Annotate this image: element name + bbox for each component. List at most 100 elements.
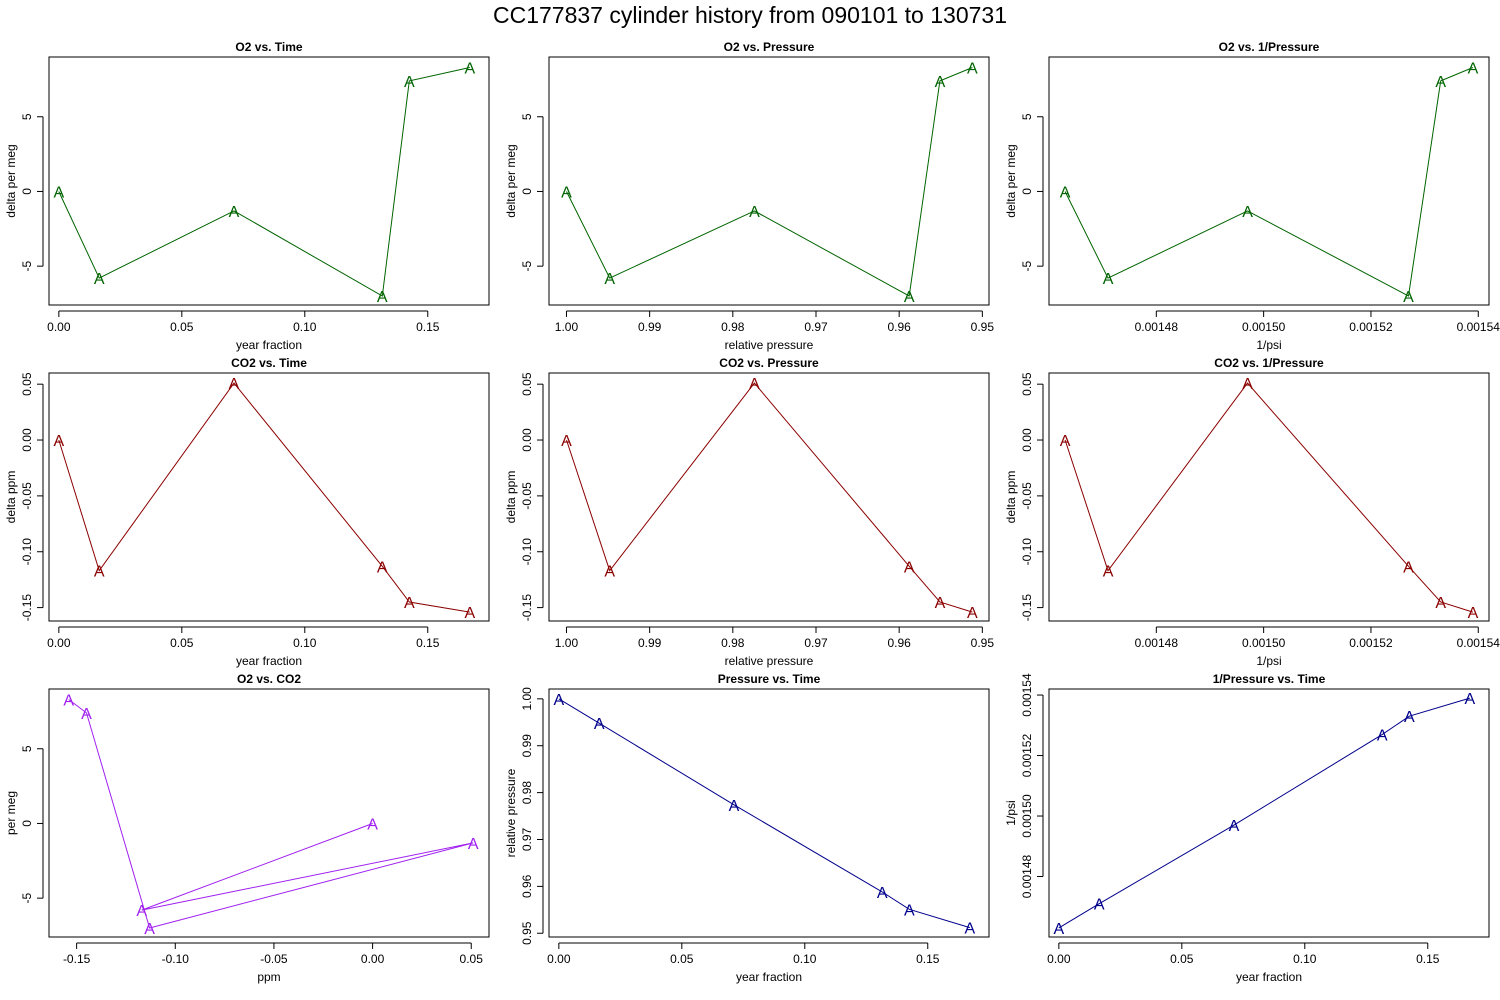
plot-frame (1048, 372, 1490, 622)
x-tick-label: 0.10 (293, 636, 317, 650)
chart-title: 1/Pressure vs. Time (1213, 672, 1326, 686)
x-tick-label: 0.00 (47, 636, 71, 650)
data-point-marker: A (377, 559, 388, 576)
chart-panel: CO2 vs. Pressure 1.00 0.99 0.98 0.97 0.96 0.95… (504, 356, 994, 668)
chart-title: O2 vs. Time (235, 40, 302, 54)
y-tick-label: 0.00 (20, 428, 34, 452)
data-point-marker: A (367, 816, 378, 833)
x-tick-label: 0.05 (170, 320, 194, 334)
y-tick-label: -0.10 (520, 538, 534, 566)
data-point-marker: A (904, 902, 915, 919)
y-tick-label: -0.15 (20, 594, 34, 622)
y-axis-label: delta per meg (1004, 144, 1018, 217)
y-tick-label: 0.95 (520, 921, 534, 945)
y-axis-label: delta ppm (1004, 471, 1018, 524)
data-point-marker: A (904, 559, 915, 576)
y-tick-label: -0.15 (1020, 594, 1034, 622)
plot-frame (548, 56, 990, 306)
data-point-marker: A (1403, 559, 1414, 576)
y-tick-label: 0.00152 (1020, 734, 1034, 778)
x-tick-label: 0.15 (916, 952, 940, 966)
data-point-marker: A (464, 60, 475, 77)
x-tick-label: 0.00154 (1457, 320, 1500, 334)
data-point-marker: A (604, 564, 615, 581)
chart-panel: Pressure vs. Time 0.00 0.05 0.10 0.15 0.95 0.9… (504, 672, 990, 984)
data-point-marker: A (1404, 709, 1415, 726)
x-tick-label: 0.97 (804, 636, 828, 650)
y-tick-label: -0.05 (20, 482, 34, 510)
data-point-marker: A (594, 716, 605, 733)
data-point-marker: A (1242, 204, 1253, 221)
y-axis-label: delta ppm (4, 471, 18, 524)
x-axis-label: year fraction (1236, 970, 1302, 984)
series-line (566, 382, 973, 613)
y-axis-label: delta ppm (504, 471, 518, 524)
x-tick-label: 0.00152 (1349, 636, 1393, 650)
series-line (558, 698, 970, 929)
data-point-marker: A (136, 903, 147, 920)
y-axis-label: delta per meg (504, 144, 518, 217)
chart-title: Pressure vs. Time (718, 672, 821, 686)
plot-frame (48, 56, 490, 306)
data-point-marker: A (464, 605, 475, 622)
data-point-marker: A (54, 433, 65, 450)
x-tick-label: 0.00 (1047, 952, 1071, 966)
data-point-marker: A (904, 289, 915, 306)
data-point-marker: A (1094, 897, 1105, 914)
x-tick-label: 1.00 (555, 320, 579, 334)
y-tick-label: 0.98 (520, 781, 534, 805)
plot-frame (1048, 688, 1490, 938)
chart-title: O2 vs. CO2 (237, 672, 301, 686)
y-tick-label: 0.97 (520, 827, 534, 851)
y-axis-label: relative pressure (504, 768, 518, 857)
data-point-marker: A (94, 271, 105, 288)
y-tick-label: -5 (1020, 260, 1034, 271)
plot-frame (1048, 56, 1490, 306)
data-point-marker: A (561, 184, 572, 201)
series-line (58, 382, 470, 613)
x-tick-label: 0.05 (170, 636, 194, 650)
x-tick-label: 0.00152 (1349, 320, 1393, 334)
x-tick-label: 0.05 (1170, 952, 1194, 966)
data-point-marker: A (229, 376, 240, 393)
x-tick-label: -0.05 (260, 952, 288, 966)
y-tick-label: -0.10 (1020, 538, 1034, 566)
y-tick-label: 0.05 (520, 372, 534, 396)
data-point-marker: A (554, 692, 565, 709)
data-point-marker: A (877, 885, 888, 902)
data-point-marker: A (54, 184, 65, 201)
chart-title: O2 vs. Pressure (724, 40, 815, 54)
y-tick-label: 0.00 (520, 428, 534, 452)
x-tick-label: 0.05 (670, 952, 694, 966)
x-tick-label: 0.10 (1293, 952, 1317, 966)
y-tick-label: 0.99 (520, 734, 534, 758)
data-point-marker: A (63, 692, 74, 709)
y-tick-label: -5 (520, 260, 534, 271)
x-axis-label: year fraction (236, 338, 302, 352)
x-tick-label: 0.00 (547, 952, 571, 966)
y-tick-label: 0 (1020, 188, 1034, 195)
x-axis-label: 1/psi (1256, 654, 1281, 668)
chart-panel: CO2 vs. 1/Pressure 0.00148 0.00150 0.00152 0… (1004, 356, 1500, 668)
y-tick-label: 0.00150 (1020, 794, 1034, 838)
series-line (58, 67, 470, 297)
y-axis-label: per meg (4, 791, 18, 835)
x-tick-label: 0.95 (971, 320, 995, 334)
data-point-marker: A (604, 271, 615, 288)
chart-panel: CO2 vs. Time 0.00 0.05 0.10 0.15 -0.15 -0.10 -0… (4, 356, 490, 668)
chart-title: CO2 vs. 1/Pressure (1214, 356, 1324, 370)
x-tick-label: 1.00 (555, 636, 579, 650)
data-point-marker: A (1103, 564, 1114, 581)
data-point-marker: A (935, 595, 946, 612)
x-tick-label: 0.98 (721, 320, 745, 334)
data-point-marker: A (729, 798, 740, 815)
x-axis-label: relative pressure (725, 654, 814, 668)
series-line (1064, 382, 1474, 613)
x-axis-label: relative pressure (725, 338, 814, 352)
y-tick-label: 0 (20, 820, 34, 827)
x-tick-label: 0.10 (293, 320, 317, 334)
x-tick-label: 0.15 (1416, 952, 1440, 966)
x-tick-label: 0.96 (887, 320, 911, 334)
data-point-marker: A (1468, 605, 1479, 622)
plot-frame (548, 372, 990, 622)
